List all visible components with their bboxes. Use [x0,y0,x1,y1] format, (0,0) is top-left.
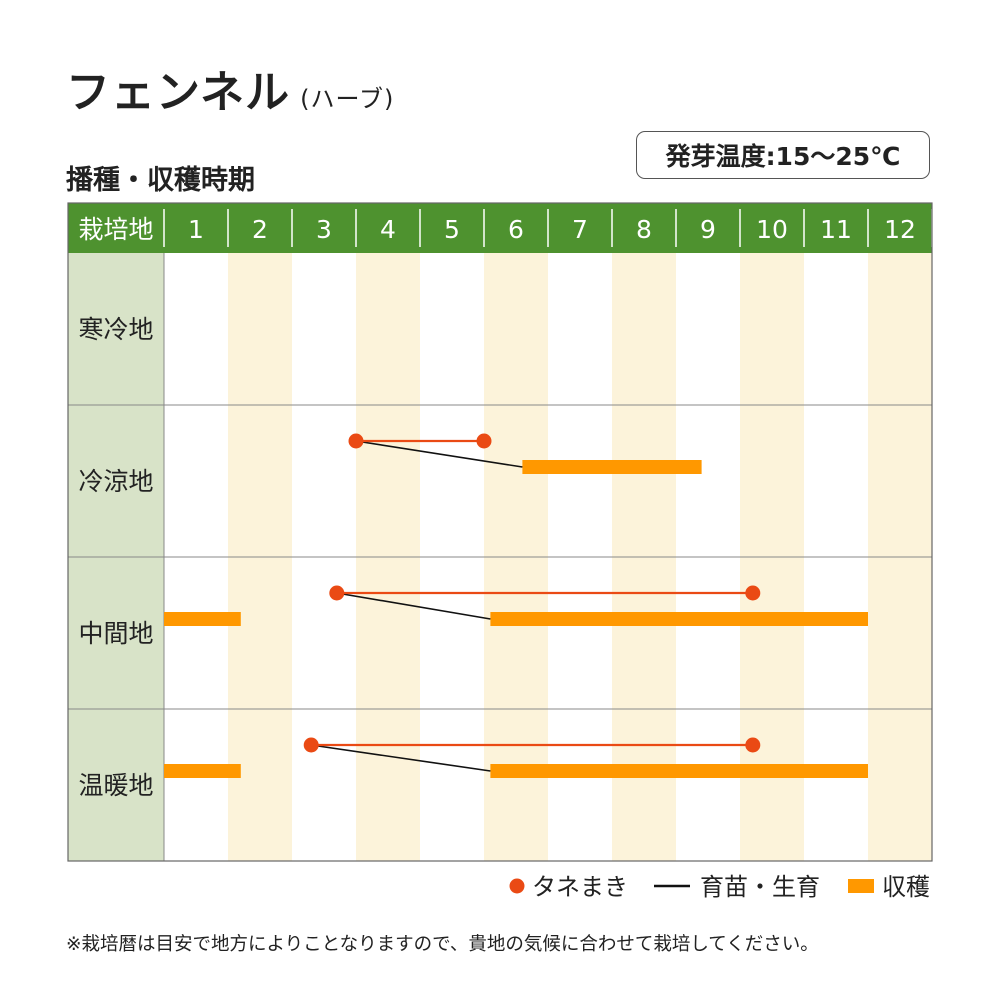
seedling-line [355,440,523,468]
month-label-1: 1 [188,215,204,244]
sowing-dot [745,585,761,601]
legend-harvest-label: 収穫 [882,873,930,901]
month-label-11: 11 [820,215,852,244]
harvest-bar [522,460,702,474]
month-label-8: 8 [636,215,652,244]
harvest-bar [164,764,241,778]
title-sub: (ハーブ) [300,85,395,113]
sowing-dot [476,433,492,449]
month-label-2: 2 [252,215,268,244]
month-label-10: 10 [756,215,788,244]
sowing-dot [329,585,345,601]
seedling-line [311,744,491,772]
harvest-bar [164,612,241,626]
month-label-3: 3 [316,215,332,244]
month-label-12: 12 [884,215,916,244]
footnote: ※栽培暦は目安で地方によりことなりますので、貴地の気候に合わせて栽培してください… [66,934,819,955]
month-label-9: 9 [700,215,716,244]
legend-harvest-marker [848,879,874,893]
title-text: フェンネル [66,67,291,118]
germination-temp-badge: 発芽温度:15〜25℃ [636,131,930,179]
page-title: フェンネル (ハーブ) [66,56,394,120]
region-label-2: 冷涼地 [78,467,153,496]
seedling-line [336,592,491,620]
month-label-5: 5 [444,215,460,244]
legend-sowing-marker [509,878,525,894]
chart-frame [67,202,933,862]
month-label-7: 7 [572,215,588,244]
sowing-dot [348,433,364,449]
corner-label: 栽培地 [78,215,153,244]
region-label-1: 寒冷地 [78,315,153,344]
region-label-3: 中間地 [78,619,153,648]
chart-subtitle: 播種・収穫時期 [66,165,255,196]
header-row [68,203,932,253]
month-label-4: 4 [380,215,396,244]
sowing-dot [303,737,319,753]
region-label-4: 温暖地 [78,771,153,800]
legend-sowing-label: タネまき [532,873,628,901]
month-label-6: 6 [508,215,524,244]
sowing-dot [745,737,761,753]
harvest-bar [490,764,868,778]
harvest-bar [490,612,868,626]
legend-seedling-label: 育苗・生育 [700,873,820,901]
